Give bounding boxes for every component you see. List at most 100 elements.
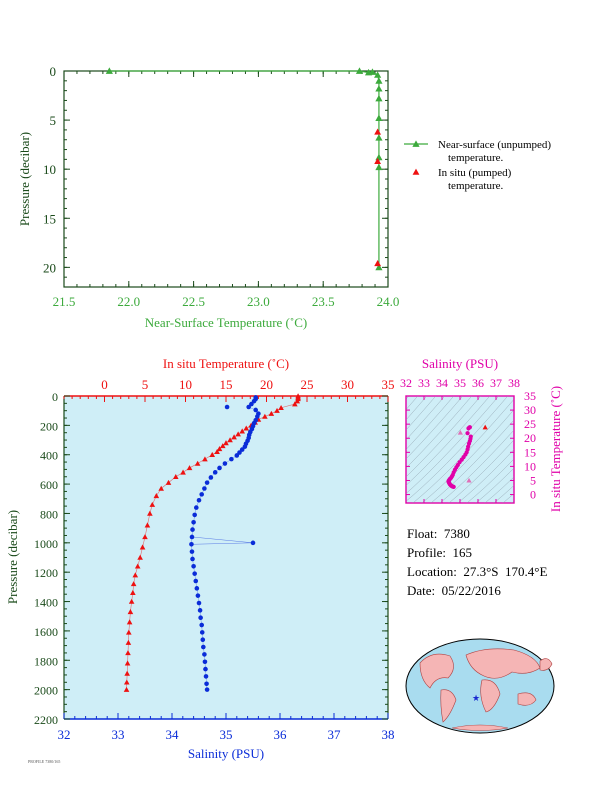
temperature-point xyxy=(134,563,141,569)
world-map-landmass xyxy=(539,658,553,671)
temperature-point xyxy=(165,479,172,485)
salinity-point xyxy=(237,450,242,455)
temperature-point xyxy=(149,501,156,507)
world-map-landmass xyxy=(465,648,541,679)
near-surface-point xyxy=(374,71,382,78)
float-position-star: ★ xyxy=(472,693,480,703)
density-contour xyxy=(406,396,491,486)
ts-x-tick-label: 33 xyxy=(418,376,430,390)
temp-tick-label: 0 xyxy=(101,377,108,392)
temp-tick-label: 10 xyxy=(179,377,192,392)
y-tick-label: 20 xyxy=(43,260,56,275)
temperature-point xyxy=(124,660,131,666)
temperature-point xyxy=(153,493,160,499)
in-situ-point xyxy=(374,128,382,135)
salinity-point xyxy=(196,497,202,503)
near-surface-point xyxy=(368,68,377,75)
density-contour xyxy=(484,476,514,503)
near-surface-plot-frame xyxy=(63,70,389,288)
sal-tick-label: 37 xyxy=(328,727,342,742)
salinity-point xyxy=(196,600,202,606)
temperature-point xyxy=(186,465,193,471)
x-tick-label: 22.0 xyxy=(117,294,140,309)
x-tick-label: 23.5 xyxy=(312,294,335,309)
sal-tick-label: 33 xyxy=(112,727,125,742)
temperature-point xyxy=(294,398,301,404)
density-contour xyxy=(448,439,514,503)
ts-density-contours xyxy=(406,396,514,503)
temperature-point xyxy=(194,460,201,466)
ts-x-axis-label: Salinity (PSU) xyxy=(422,356,498,371)
profile-date: Date: 05/22/2016 xyxy=(407,583,501,598)
temperature-point xyxy=(216,446,223,452)
temp-tick-label: 15 xyxy=(220,377,233,392)
density-contour xyxy=(421,409,514,503)
density-contour xyxy=(493,485,514,503)
float-id: Float: 7380 xyxy=(407,526,470,541)
sal-tick-label: 32 xyxy=(58,727,71,742)
x-tick-label: 23.0 xyxy=(247,294,270,309)
pressure-tick-label: 1000 xyxy=(34,537,58,551)
temperature-point xyxy=(130,589,136,595)
ts-x-tick-label: 37 xyxy=(490,376,502,390)
temperature-point xyxy=(262,413,268,419)
sal-tick-label: 35 xyxy=(220,727,233,742)
temperature-point xyxy=(214,448,220,455)
temperature-point xyxy=(278,404,284,410)
salinity-point xyxy=(204,687,210,692)
ts-point xyxy=(466,426,471,431)
salinity-spike-line xyxy=(191,542,254,545)
density-contour xyxy=(439,429,514,503)
temp-tick-label: 5 xyxy=(142,377,149,392)
ts-x-tick-label: 36 xyxy=(472,376,484,390)
salinity-point xyxy=(208,475,214,480)
ts-y-tick-label: 15 xyxy=(524,445,536,459)
temperature-point xyxy=(202,456,208,462)
ts-y-tick-label: 35 xyxy=(524,389,536,403)
temp-tick-label: 30 xyxy=(341,377,354,392)
near-surface-point xyxy=(375,114,383,122)
legend-label-in-situ: In situ (pumped) xyxy=(438,167,512,179)
salinity-point xyxy=(192,571,197,576)
density-contour xyxy=(406,396,509,502)
ts-point xyxy=(465,431,470,436)
world-map-landmass xyxy=(480,679,501,713)
near-surface-point xyxy=(375,94,383,102)
temperature-axis-label: In situ Temperature (˚C) xyxy=(163,356,289,371)
salinity-point xyxy=(202,486,207,491)
legend-label-near-surface: Near-surface (unpumped) xyxy=(438,139,551,151)
temperature-point xyxy=(147,510,153,516)
legend-marker-in-situ xyxy=(412,168,420,175)
salinity-point xyxy=(204,480,210,485)
temperature-point xyxy=(124,670,130,676)
near-surface-point xyxy=(375,153,383,161)
temperature-point xyxy=(123,686,130,692)
sal-tick-label: 38 xyxy=(382,727,395,742)
temperature-point xyxy=(123,679,130,685)
near-surface-x-axis-label: Near-Surface Temperature (˚C) xyxy=(145,315,307,330)
salinity-point xyxy=(190,556,195,562)
temperature-point xyxy=(137,554,143,560)
pressure-tick-label: 800 xyxy=(40,507,58,521)
pressure-tick-label: 0 xyxy=(52,390,58,404)
salinity-point xyxy=(203,674,209,679)
salinity-point xyxy=(255,414,260,419)
world-map-landmass xyxy=(440,689,457,723)
temperature-point xyxy=(172,473,179,479)
density-contour xyxy=(430,419,514,503)
x-tick-label: 21.5 xyxy=(53,294,76,309)
y-tick-label: 10 xyxy=(43,162,56,177)
salinity-point xyxy=(202,652,207,657)
temperature-point xyxy=(235,431,241,437)
density-contour xyxy=(406,396,482,478)
salinity-point xyxy=(251,398,257,404)
pressure-tick-label: 200 xyxy=(40,419,58,433)
y-tick-label: 0 xyxy=(50,64,57,79)
salinity-point xyxy=(204,681,209,687)
temperature-point xyxy=(209,451,216,457)
salinity-point xyxy=(212,470,218,475)
temperature-point xyxy=(219,443,226,449)
legend-marker-near-surface xyxy=(412,140,420,147)
ts-x-tick-label: 35 xyxy=(454,376,466,390)
